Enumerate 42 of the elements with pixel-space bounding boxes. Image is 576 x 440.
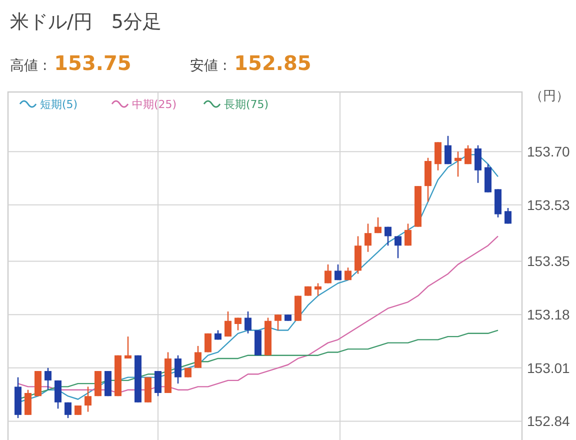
candlestick (334, 264, 342, 281)
text: 安値 : 152.85 (190, 51, 312, 75)
y-tick-label: 153.35 (527, 253, 570, 270)
candlestick (364, 223, 372, 252)
candlestick (344, 266, 352, 281)
candlestick (434, 142, 442, 171)
candlestick (374, 216, 382, 234)
candlestick (474, 144, 482, 184)
y-tick-label: 153.01 (527, 360, 570, 376)
candlestick (274, 314, 282, 331)
candlestick (394, 236, 402, 259)
text: 高値 : 153.75 (10, 51, 132, 75)
y-tick-label: 153.70 (527, 143, 570, 160)
y-axis-title: （円） (530, 89, 569, 104)
chart-title: 米ドル/円 5分足 (10, 11, 162, 33)
candlestick (84, 386, 92, 412)
candlestick (174, 354, 182, 384)
legend-label: 長期(75) (224, 98, 269, 111)
y-tick-label: 153.18 (527, 306, 570, 322)
candlestick (74, 404, 82, 416)
candlestick (54, 380, 62, 410)
candlestick (194, 345, 202, 368)
y-tick-label: 153.53 (527, 196, 570, 213)
candlestick (384, 226, 392, 246)
candlestick (44, 367, 52, 390)
candlestick (224, 310, 232, 338)
candlestick (444, 135, 452, 165)
candlestick (234, 317, 242, 331)
candlestick (504, 207, 512, 224)
legend-label: 短期(5) (40, 98, 78, 111)
candlestick (154, 370, 162, 397)
legend-label: 中期(25) (132, 98, 177, 111)
candlestick (124, 336, 132, 360)
candlestick (464, 144, 472, 165)
candlestick (314, 282, 322, 296)
y-tick-label: 152.84 (527, 413, 570, 430)
candlestick (244, 310, 252, 334)
candlestick (64, 402, 72, 419)
candlestick (24, 389, 32, 416)
candlestick (454, 150, 462, 178)
candlestick (404, 223, 412, 246)
candlestick (324, 264, 332, 284)
